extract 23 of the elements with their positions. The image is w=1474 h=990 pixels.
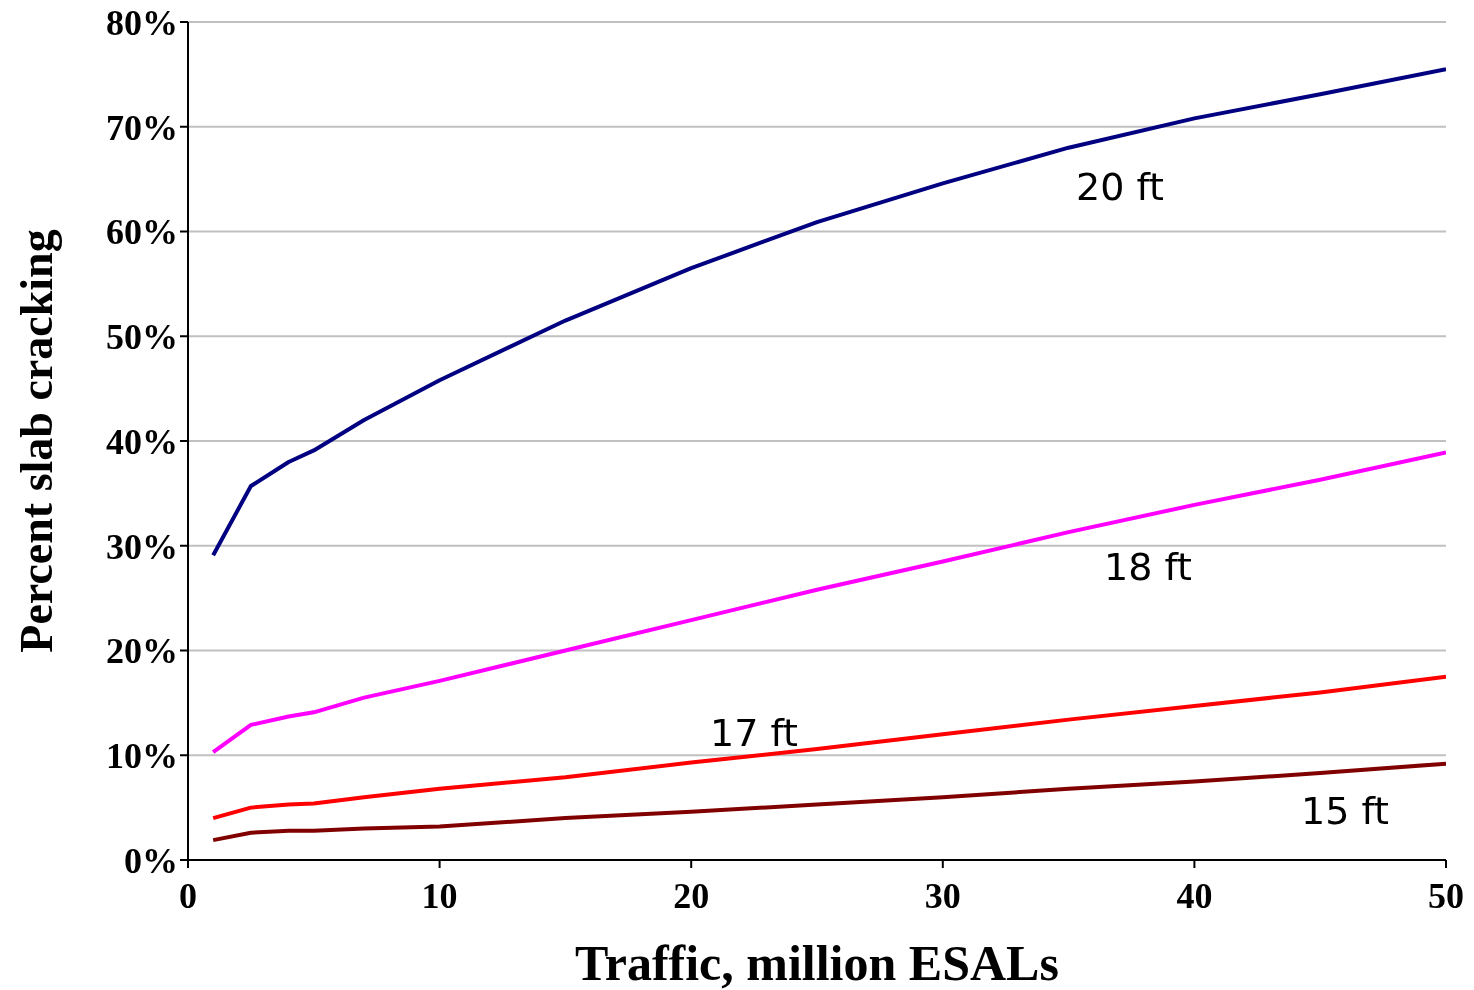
annotation: 20 ft [1075, 165, 1165, 209]
annotation: 18 ft [1103, 545, 1193, 589]
x-tick-label: 40 [1176, 875, 1213, 916]
x-tick-label: 50 [1428, 875, 1464, 916]
y-tick-label: 0% [124, 840, 178, 881]
annotation: 15 ft [1300, 789, 1390, 833]
y-tick-label: 10% [106, 736, 178, 777]
line-series [211, 450, 1446, 755]
y-tick-label: 40% [106, 421, 178, 462]
y-tick-label: 70% [106, 107, 178, 148]
x-tick-label: 30 [924, 875, 961, 916]
y-tick-label: 30% [106, 526, 178, 567]
y-tick-label: 50% [106, 317, 178, 358]
y-tick-label: 60% [106, 212, 178, 253]
x-tick-label: 20 [673, 875, 710, 916]
y-tick-label: 80% [106, 2, 178, 43]
annotation: 17 ft [709, 711, 799, 755]
x-tick-label: 10 [421, 875, 458, 916]
line-series [211, 761, 1446, 843]
x-axis-title: Traffic, million ESALs [575, 935, 1059, 990]
y-tick-label: 20% [106, 631, 178, 672]
x-tick-label: 0 [179, 875, 197, 916]
y-axis-title: Percent slab cracking [11, 229, 63, 653]
